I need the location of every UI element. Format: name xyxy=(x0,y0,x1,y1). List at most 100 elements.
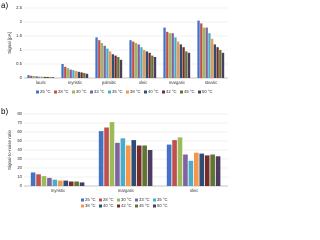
legend-label: 42 °C xyxy=(166,89,177,94)
bar xyxy=(100,43,104,78)
legend-label: 50 °C xyxy=(202,89,213,94)
bar xyxy=(109,122,115,186)
bar xyxy=(115,142,120,186)
legend-label: 35 °C xyxy=(157,197,168,202)
legend-label: 38 °C xyxy=(130,89,141,94)
bar xyxy=(117,57,120,78)
bar xyxy=(32,76,36,78)
x-tick-label: margaric xyxy=(118,188,134,193)
bar xyxy=(148,52,151,78)
bar xyxy=(134,43,138,78)
bar xyxy=(171,33,174,78)
bar xyxy=(95,37,98,78)
bar xyxy=(210,154,215,186)
x-tick-label: margaric xyxy=(169,80,185,85)
legend-swatch xyxy=(144,90,147,94)
legend-label: 25 °C xyxy=(40,89,51,94)
x-tick-label: myristic xyxy=(51,188,65,193)
legend-swatch xyxy=(81,198,84,202)
bar xyxy=(72,70,75,78)
bar xyxy=(58,180,63,186)
bar xyxy=(213,44,217,78)
legend-label: 28 °C xyxy=(58,89,69,94)
bar xyxy=(47,177,52,186)
panel-label: a) xyxy=(1,1,8,10)
y-tick-label: 80 xyxy=(17,111,22,116)
legend-label: 35 °C xyxy=(112,89,123,94)
bar xyxy=(52,179,58,186)
bar xyxy=(166,31,169,78)
legend-swatch xyxy=(54,90,57,94)
bar xyxy=(30,75,33,78)
bar xyxy=(38,76,41,78)
bar xyxy=(197,20,200,79)
bar xyxy=(183,154,188,186)
bar xyxy=(61,64,64,78)
bar xyxy=(179,44,183,78)
y-tick-label: 0 xyxy=(20,75,23,80)
bar xyxy=(51,77,55,78)
bar xyxy=(83,72,86,78)
legend-swatch xyxy=(117,198,120,202)
bar xyxy=(215,156,221,186)
bar xyxy=(114,55,117,78)
legend-label: 45 °C xyxy=(139,203,150,208)
bar xyxy=(36,174,41,186)
bar xyxy=(106,48,109,78)
bar xyxy=(63,180,69,186)
legend-label: 42 °C xyxy=(121,203,132,208)
bar xyxy=(64,66,67,78)
bar xyxy=(120,138,126,186)
bar xyxy=(151,55,154,78)
legend-label: 45 °C xyxy=(184,89,195,94)
y-tick-label: 0 xyxy=(20,183,23,188)
bar xyxy=(177,137,183,186)
bar xyxy=(41,76,44,78)
bar xyxy=(111,54,115,78)
bar xyxy=(185,51,188,78)
bar xyxy=(200,23,203,78)
legend-swatch xyxy=(126,90,129,94)
bar xyxy=(216,47,219,78)
bar xyxy=(41,176,47,186)
bar xyxy=(163,27,166,79)
x-tick-label: myristic xyxy=(68,80,82,85)
bar xyxy=(35,76,38,78)
bar xyxy=(168,33,172,78)
legend-label: 30 °C xyxy=(121,197,132,202)
legend-swatch xyxy=(180,90,183,94)
y-axis-title: Signal [pA] xyxy=(7,32,12,54)
bar xyxy=(85,73,89,78)
legend-swatch xyxy=(36,90,39,94)
bar xyxy=(74,181,79,186)
x-tick-label: oleic xyxy=(190,188,199,193)
bar xyxy=(166,144,172,186)
bar xyxy=(109,51,112,78)
legend-label: 38 °C xyxy=(85,203,96,208)
x-tick-label: palmitic xyxy=(102,80,116,85)
bar xyxy=(177,41,180,78)
legend-swatch xyxy=(135,198,138,202)
y-tick-label: 30 xyxy=(17,156,22,161)
bar xyxy=(172,140,177,186)
panel-label: b) xyxy=(1,107,8,116)
bar xyxy=(49,77,52,78)
bar xyxy=(147,150,153,186)
bar xyxy=(79,182,85,186)
bar xyxy=(142,145,147,186)
bar xyxy=(27,75,30,78)
legend-swatch xyxy=(135,204,138,208)
x-tick-label: lauric xyxy=(36,80,46,85)
bar xyxy=(43,76,47,78)
figure: a) Signal [pA] 0 0.5 1 1.5 2 2.5 lauric myristic p… xyxy=(1,1,228,208)
bar xyxy=(145,51,149,78)
bar xyxy=(211,38,214,78)
y-tick-label: 1 xyxy=(20,47,23,52)
bar xyxy=(80,72,83,78)
y-tick-label: 50 xyxy=(17,138,22,143)
y-tick-label: 1.5 xyxy=(16,33,22,38)
bar xyxy=(46,76,49,78)
bar xyxy=(187,52,191,78)
bar xyxy=(140,47,143,78)
legend-swatch xyxy=(90,90,93,94)
